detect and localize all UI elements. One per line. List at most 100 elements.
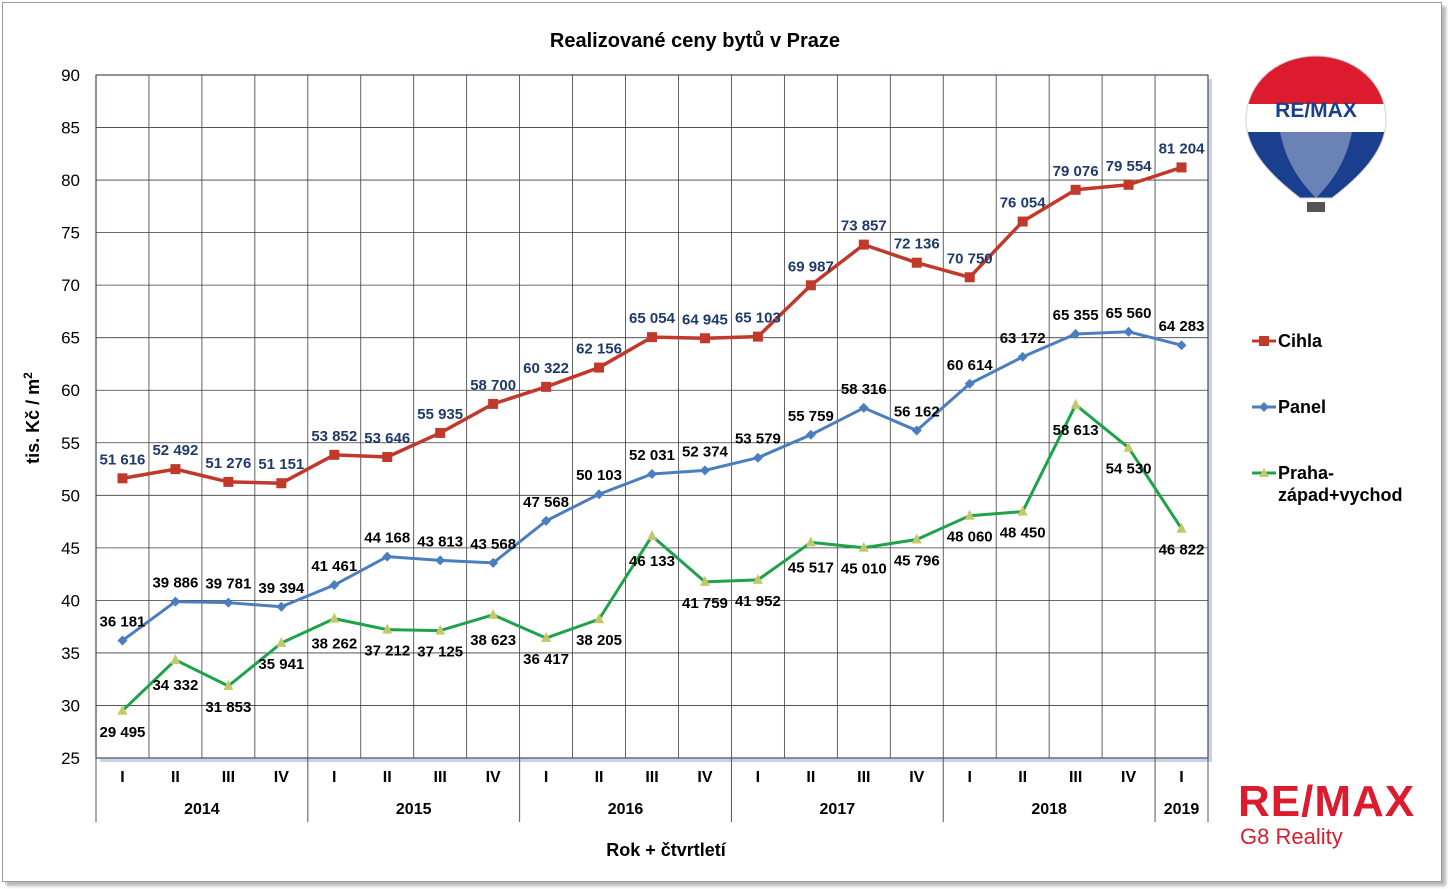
y-tick-label: 40	[61, 591, 80, 610]
data-label: 53 579	[735, 431, 781, 448]
year-label: 2017	[820, 801, 856, 818]
x-tick-label: IV	[274, 769, 289, 786]
y-tick-label: 75	[61, 224, 80, 243]
data-point	[594, 613, 605, 624]
data-point	[223, 679, 234, 690]
x-tick-label: IV	[1121, 769, 1136, 786]
data-point	[964, 272, 975, 283]
data-point	[1070, 398, 1081, 409]
data-point	[1017, 216, 1028, 227]
data-point	[541, 632, 552, 643]
data-point	[699, 465, 710, 476]
data-label: 51 616	[100, 451, 146, 468]
data-label: 54 530	[1106, 461, 1152, 478]
data-point	[594, 362, 605, 373]
data-point	[647, 332, 657, 343]
data-label: 34 332	[152, 677, 198, 694]
data-point	[276, 478, 287, 489]
data-label: 46 133	[629, 553, 675, 570]
data-point	[117, 635, 128, 646]
data-label: 41 952	[735, 593, 781, 610]
data-point	[170, 596, 181, 607]
data-point	[488, 398, 499, 409]
data-point	[647, 529, 657, 540]
legend-label-panel: Panel	[1278, 397, 1327, 417]
data-point	[170, 464, 181, 475]
data-labels: 51 616 52 492 51 276 51 151 53 852 53 646 55 9…	[100, 140, 1206, 740]
data-label: 55 935	[417, 406, 463, 423]
data-label: 38 262	[311, 636, 357, 653]
plot-area	[95, 74, 1212, 762]
data-label: 31 853	[205, 699, 251, 716]
series-layer	[117, 162, 1187, 715]
data-point	[1123, 326, 1134, 337]
y-tick-label: 65	[61, 329, 80, 348]
data-point	[329, 580, 340, 591]
data-label: 53 852	[311, 428, 357, 445]
data-label: 38 623	[470, 632, 516, 649]
data-point	[329, 612, 340, 623]
year-label: 2014	[184, 801, 220, 818]
data-label: 73 857	[841, 218, 887, 235]
data-label: 64 283	[1159, 318, 1205, 335]
data-label: 47 568	[523, 494, 569, 511]
x-tick-label: II	[1018, 769, 1027, 786]
remax-subtitle: G8 Reality	[1240, 824, 1343, 849]
data-label: 35 941	[258, 656, 304, 673]
data-label: 58 613	[1053, 422, 1099, 439]
data-point	[223, 476, 234, 487]
x-axis-title: Rok + čtvrtletí	[606, 840, 727, 860]
legend-label-cihla: Cihla	[1278, 331, 1323, 351]
data-label: 39 886	[152, 575, 198, 592]
data-point	[382, 551, 393, 562]
data-point	[964, 509, 975, 520]
legend-swatch-panel	[1252, 402, 1276, 412]
data-point	[699, 333, 710, 344]
x-tick-label: III	[645, 769, 658, 786]
data-point	[1017, 505, 1028, 516]
data-point	[858, 402, 869, 413]
remax-brand: RE/MAX G8 Reality	[1238, 780, 1428, 850]
remax-balloon-logo: RE/MAX	[1245, 55, 1387, 212]
x-tick-label: II	[171, 769, 180, 786]
data-point	[752, 573, 763, 584]
x-tick-label: II	[383, 769, 392, 786]
data-point	[1176, 162, 1187, 173]
data-label: 76 054	[1000, 195, 1047, 212]
y-tick-label: 80	[61, 171, 80, 190]
x-tick-label: IV	[486, 769, 501, 786]
data-point	[382, 623, 393, 634]
data-label: 65 054	[629, 310, 676, 327]
data-label: 51 276	[205, 455, 251, 472]
x-tick-label: IV	[697, 769, 712, 786]
data-point	[435, 555, 446, 566]
x-tick-label: III	[857, 769, 870, 786]
data-point	[435, 427, 446, 438]
y-tick-label: 35	[61, 644, 80, 663]
x-axis: I II III IV I II III IV I II III IV I II III IV I II III IV…	[95, 758, 1209, 822]
data-label: 38 205	[576, 632, 622, 649]
y-tick-label: 60	[61, 381, 80, 400]
y-tick-label: 70	[61, 276, 80, 295]
data-label: 44 168	[364, 530, 410, 547]
year-label: 2016	[608, 801, 644, 818]
data-label: 81 204	[1159, 140, 1206, 157]
data-point	[488, 608, 499, 619]
legend-label-praha: Praha- západ+vychod	[1278, 463, 1403, 505]
data-label: 70 750	[947, 250, 993, 267]
chart-title: Realizované ceny bytů v Praze	[550, 30, 840, 52]
data-label: 39 781	[205, 576, 251, 593]
data-label: 39 394	[258, 580, 305, 597]
data-label: 51 151	[258, 456, 304, 473]
data-point	[1070, 184, 1081, 195]
data-point	[382, 451, 393, 462]
data-label: 37 125	[417, 644, 463, 661]
data-label: 69 987	[788, 258, 834, 275]
data-label: 65 103	[735, 310, 781, 327]
data-point	[805, 429, 816, 440]
x-tick-label: III	[434, 769, 447, 786]
x-tick-label: I	[967, 769, 971, 786]
data-label: 46 822	[1159, 542, 1205, 559]
data-label: 53 646	[364, 430, 410, 447]
